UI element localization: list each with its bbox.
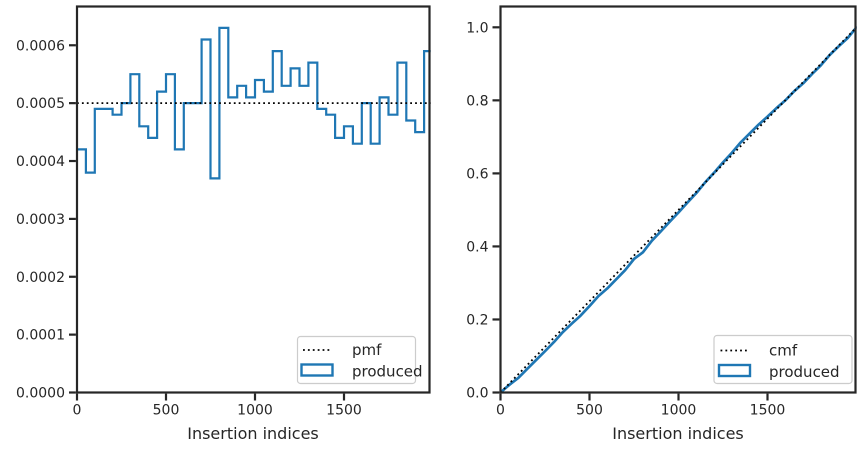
axes-frame <box>75 5 431 394</box>
y-tick-label: 1.0 <box>466 20 488 36</box>
produced-step-line <box>77 26 431 180</box>
produced-patch-sample <box>300 363 334 377</box>
legend-label-produced-left: produced <box>352 363 423 381</box>
x-tick-label: 500 <box>576 403 603 419</box>
y-tick-label: 0.0005 <box>16 96 65 112</box>
y-tick-label: 0.0002 <box>16 270 65 286</box>
x-tick-label: 1500 <box>750 403 786 419</box>
pmf-legend: pmf produced <box>296 335 423 385</box>
y-tick-label: 0.0 <box>466 386 488 402</box>
cmf-x-axis-label: Insertion indices <box>612 424 744 443</box>
x-tick-label: 0 <box>496 403 505 419</box>
y-tick-label: 0.0000 <box>16 386 65 402</box>
legend-label-pmf: pmf <box>352 341 382 359</box>
y-tick-label: 0.8 <box>466 93 488 109</box>
x-tick-label: 500 <box>153 403 180 419</box>
cmf-subplot: 0 500 1000 1500 0.0 0.2 0.4 0.6 0.8 1.0 <box>466 5 857 419</box>
x-tick-label: 1000 <box>661 403 697 419</box>
pmf-subplot: 0 500 1000 1500 0.0000 0.0001 0.0002 0.0003 0.00… <box>16 5 431 419</box>
cmf-reference-line <box>499 26 857 394</box>
produced-patch-sample <box>717 363 752 378</box>
y-tick-label: 0.0006 <box>16 38 65 54</box>
x-tick-label: 1000 <box>237 403 273 419</box>
x-tick-label: 1500 <box>326 403 362 419</box>
pmf-x-axis-label: Insertion indices <box>187 424 319 443</box>
axes-frame <box>499 5 857 394</box>
y-tick-label: 0.4 <box>466 239 488 255</box>
y-tick-label: 0.0003 <box>16 212 65 228</box>
cmf-legend: cmf produced <box>713 334 853 385</box>
produced-cdf-line <box>499 25 857 394</box>
legend-label-produced-right: produced <box>769 363 840 381</box>
x-tick-label: 0 <box>73 403 82 419</box>
produced-outline-legend-sample <box>717 363 752 378</box>
y-tick-label: 0.0004 <box>16 154 65 170</box>
legend-label-cmf: cmf <box>769 342 798 360</box>
y-tick-label: 0.6 <box>466 166 488 182</box>
y-tick-label: 0.0001 <box>16 328 65 344</box>
produced-outline-legend-sample <box>300 363 334 377</box>
y-tick-label: 0.2 <box>466 312 488 328</box>
